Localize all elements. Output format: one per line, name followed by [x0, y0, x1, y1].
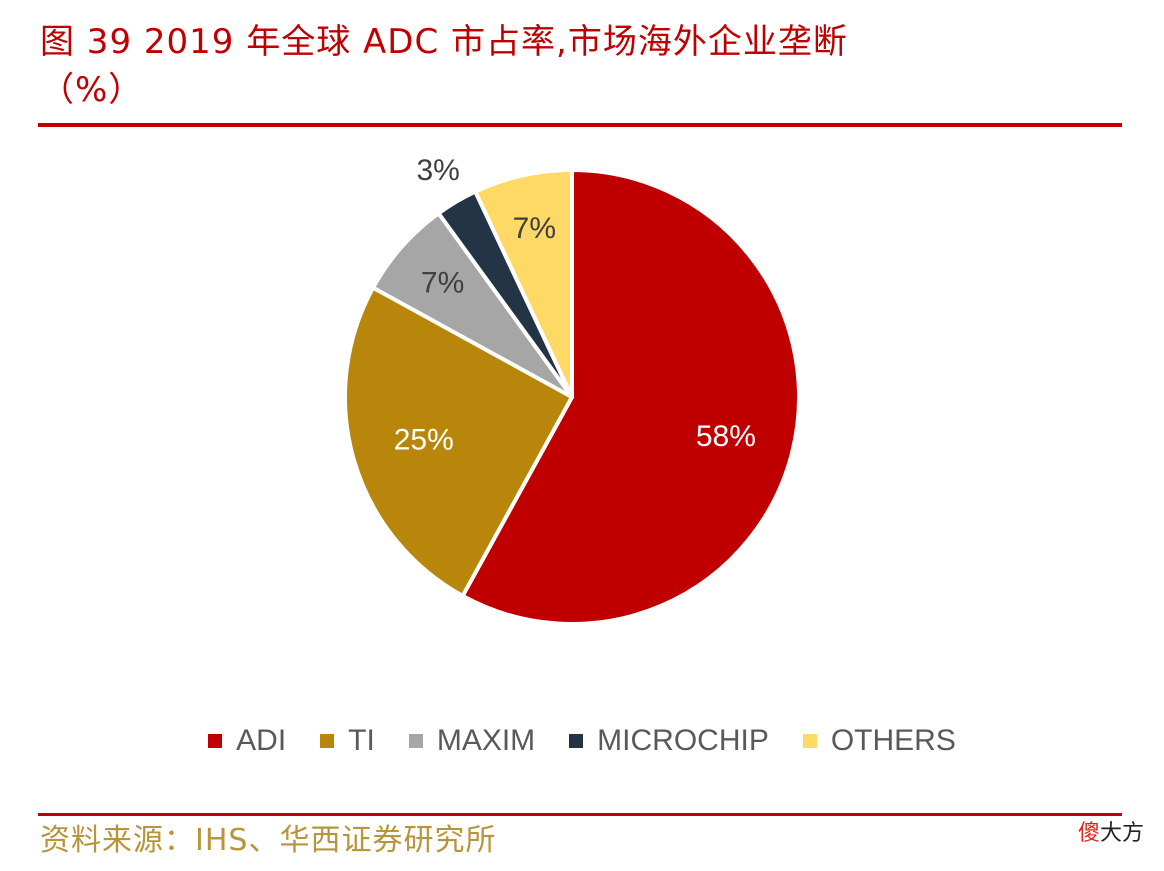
legend-swatch-adi: [208, 734, 223, 748]
legend-swatch-microchip: [569, 734, 584, 748]
legend-item-microchip: MICROCHIP: [569, 724, 769, 758]
chart-title: 图 39 2019 年全球 ADC 市占率,市场海外企业垄断 （%）: [40, 18, 1130, 114]
chart-legend: ADI TI MAXIM MICROCHIP OTHERS: [0, 724, 1164, 758]
footer-divider: [38, 813, 1122, 816]
legend-label-maxim: MAXIM: [436, 724, 536, 757]
legend-swatch-others: [802, 734, 817, 748]
chart-title-line1: 图 39 2019 年全球 ADC 市占率,市场海外企业垄断: [40, 22, 848, 62]
data-label-microchip: 3%: [416, 154, 459, 187]
legend-item-maxim: MAXIM: [408, 724, 536, 758]
legend-item-adi: ADI: [208, 724, 286, 758]
pie-slice-others: [473, 168, 574, 399]
chart-title-line2: （%）: [40, 70, 144, 110]
legend-label-others: OTHERS: [830, 724, 956, 757]
data-label-others: 7%: [513, 212, 556, 245]
legend-swatch-ti: [320, 734, 335, 748]
pie-slice-adi: [460, 168, 801, 626]
legend-item-ti: TI: [320, 724, 375, 758]
legend-label-adi: ADI: [236, 724, 287, 757]
legend-label-ti: TI: [348, 724, 375, 757]
data-label-maxim: 7%: [421, 266, 464, 299]
title-divider: [38, 123, 1122, 127]
watermark-logo: 傻大方: [1078, 820, 1144, 848]
source-note: 资料来源：IHS、华西证券研究所: [40, 823, 497, 858]
pie-slice-ti: [343, 285, 574, 598]
legend-swatch-maxim: [408, 734, 423, 748]
legend-item-others: OTHERS: [802, 724, 956, 758]
data-label-adi: 58%: [696, 420, 756, 453]
data-label-ti: 25%: [394, 424, 454, 457]
legend-label-microchip: MICROCHIP: [597, 724, 769, 757]
watermark-accent: 傻: [1077, 821, 1100, 846]
watermark-text: 大方: [1099, 821, 1144, 846]
